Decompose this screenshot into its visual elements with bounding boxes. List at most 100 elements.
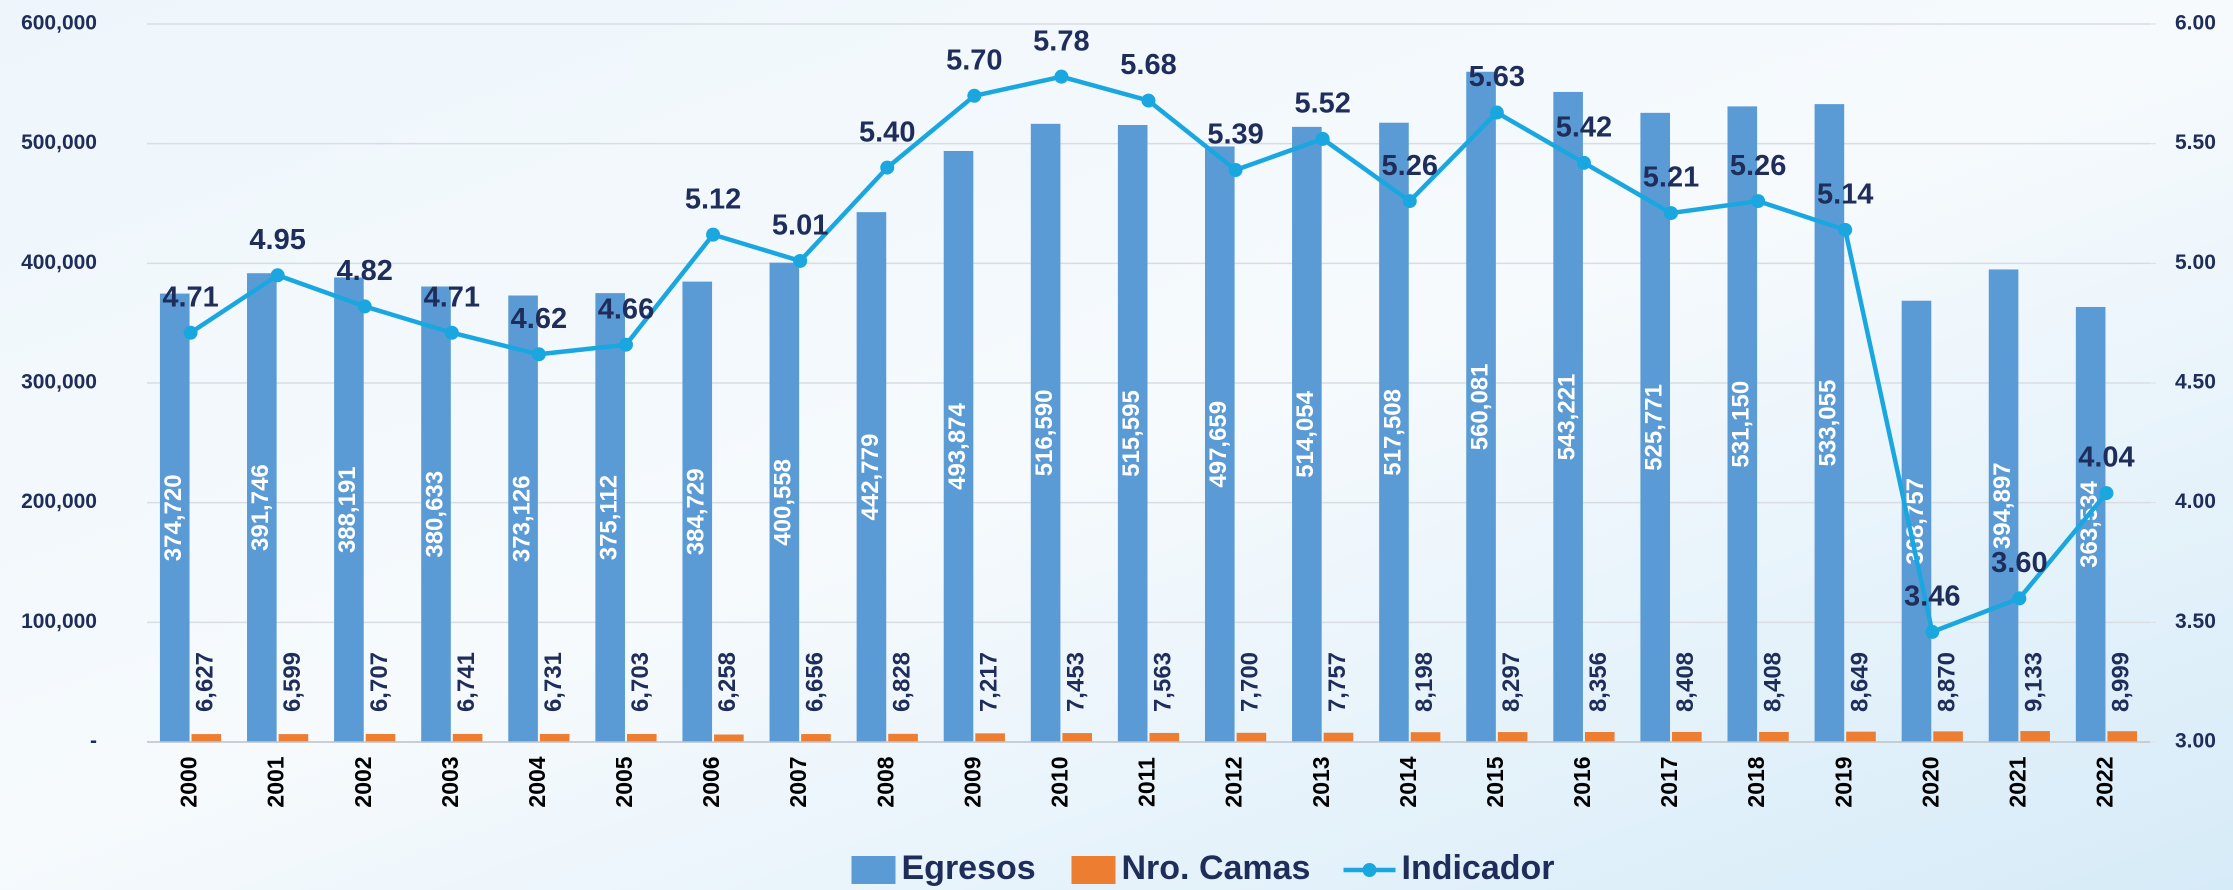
data-label: 6,599 — [279, 652, 306, 712]
data-label: 8,870 — [1933, 652, 1960, 712]
marker — [1489, 105, 1504, 120]
bar — [801, 734, 831, 742]
marker — [1054, 69, 1069, 84]
x-tick-label: 2001 — [263, 756, 289, 807]
data-label: 4.66 — [598, 293, 654, 325]
y2-tick-label: 3.00 — [2175, 730, 2216, 753]
bar — [975, 733, 1005, 742]
bar — [1062, 733, 1093, 742]
bar — [508, 295, 538, 742]
data-label: 5.01 — [772, 210, 828, 242]
x-tick-label: 2022 — [2092, 756, 2118, 807]
data-label: 5.78 — [1033, 25, 1089, 57]
data-label: 7,757 — [1324, 652, 1351, 712]
data-label: 531,150 — [1728, 381, 1755, 468]
data-label: 374,720 — [160, 474, 187, 561]
marker — [1315, 131, 1330, 146]
legend-swatch — [1362, 863, 1377, 877]
legend-swatch — [851, 856, 896, 884]
bar — [365, 733, 396, 742]
data-label: 6,731 — [540, 652, 567, 712]
marker — [706, 227, 721, 242]
marker — [444, 325, 459, 340]
data-label: 4.82 — [336, 255, 392, 287]
data-label: 7,453 — [1063, 652, 1090, 712]
x-tick-label: 2021 — [2004, 756, 2030, 807]
data-label: 5.12 — [685, 183, 741, 215]
data-label: 8,297 — [1498, 652, 1525, 712]
bar — [278, 734, 309, 742]
data-label: 5.42 — [1556, 111, 1612, 143]
x-tick-label: 2014 — [1395, 756, 1421, 807]
bar — [1846, 731, 1876, 742]
bar — [1933, 731, 1963, 742]
marker — [1576, 155, 1591, 170]
data-label: 517,508 — [1379, 389, 1406, 476]
y-tick-label: - — [90, 730, 97, 753]
y-tick-label: 400,000 — [21, 251, 97, 274]
data-label: 6,703 — [627, 652, 654, 712]
data-label: 497,659 — [1205, 401, 1232, 488]
x-tick-label: 2006 — [698, 756, 724, 807]
data-label: 5.63 — [1469, 61, 1525, 93]
marker — [1402, 194, 1417, 209]
bar — [1117, 125, 1148, 743]
data-label: 7,217 — [975, 652, 1002, 712]
marker — [793, 253, 808, 268]
bar — [1988, 269, 2019, 742]
legend-label: Nro. Camas — [1122, 849, 1311, 887]
x-tick-label: 2018 — [1743, 756, 1769, 807]
y2-tick-label: 5.00 — [2175, 251, 2216, 274]
data-label: 4.95 — [249, 224, 305, 256]
data-label: 5.26 — [1382, 150, 1438, 182]
x-tick-label: 2004 — [524, 756, 550, 807]
data-label: 5.26 — [1730, 150, 1786, 182]
data-label: 6,828 — [888, 652, 915, 712]
bar — [1672, 731, 1702, 742]
marker — [2099, 486, 2114, 501]
bar — [2020, 731, 2050, 742]
data-label: 8,198 — [1411, 652, 1438, 712]
data-label: 8,356 — [1585, 652, 1612, 712]
data-label: 394,897 — [1989, 462, 2016, 549]
data-label: 400,558 — [770, 459, 797, 546]
data-label: 7,700 — [1237, 652, 1264, 712]
bar — [1030, 123, 1061, 742]
x-tick-label: 2017 — [1656, 756, 1682, 807]
marker — [270, 268, 285, 283]
data-label: 516,590 — [1031, 390, 1058, 477]
bar — [421, 286, 451, 742]
data-label: 525,771 — [1641, 384, 1668, 471]
legend-label: Egresos — [902, 849, 1036, 887]
marker — [967, 88, 982, 103]
y2-tick-label: 5.50 — [2175, 131, 2216, 154]
data-label: 4.62 — [511, 303, 567, 335]
data-label: 8,999 — [2108, 652, 2135, 712]
marker — [2012, 591, 2027, 606]
marker — [357, 299, 372, 314]
legend-label: Indicador — [1402, 849, 1555, 887]
bar — [452, 733, 483, 742]
data-label: 8,408 — [1759, 652, 1786, 712]
x-tick-label: 2019 — [1830, 756, 1856, 807]
bar — [856, 212, 887, 743]
bar — [1292, 126, 1322, 743]
bar — [714, 734, 744, 742]
bar — [888, 733, 918, 742]
x-tick-label: 2002 — [350, 756, 376, 807]
bar — [1553, 91, 1583, 742]
x-tick-label: 2008 — [872, 756, 898, 807]
data-label: 3.46 — [1904, 581, 1960, 613]
data-label: 4.71 — [162, 281, 218, 313]
y-tick-label: 200,000 — [21, 490, 97, 513]
marker — [1141, 93, 1156, 108]
bar — [1584, 732, 1615, 742]
data-label: 8,649 — [1846, 652, 1873, 712]
data-label: 5.39 — [1207, 119, 1263, 151]
y2-tick-label: 3.50 — [2175, 610, 2216, 633]
x-tick-label: 2016 — [1569, 756, 1595, 807]
data-label: 6,656 — [801, 652, 828, 712]
bar — [943, 150, 974, 743]
